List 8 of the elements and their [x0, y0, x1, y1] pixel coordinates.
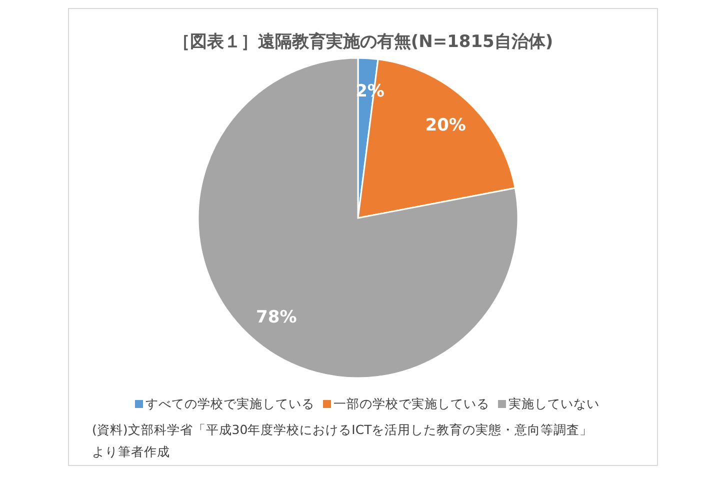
legend-label: 実施していない — [508, 396, 600, 411]
legend-label: すべての学校で実施している — [146, 396, 314, 411]
data-label: 20% — [425, 116, 466, 136]
text: (資料)文部科学省「平成30年度学校におけるICTを活用した教育の実態・意向等調査」より筆者作成 — [92, 421, 594, 461]
pie-slice — [197, 57, 518, 379]
legend-label: 一部の学校で実施している — [334, 396, 490, 411]
chart-title: ［図表１］遠隔教育実施の有無(N=1815自治体) — [172, 31, 554, 53]
data-label: 78% — [256, 308, 297, 328]
